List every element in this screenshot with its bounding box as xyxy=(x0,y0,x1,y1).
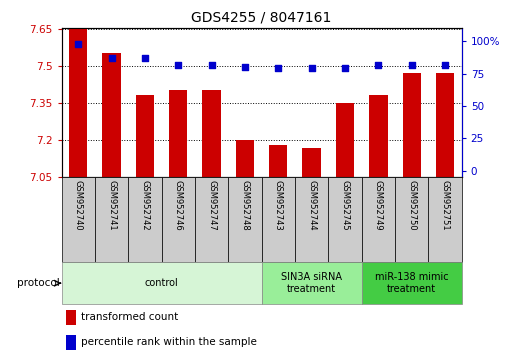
Bar xyxy=(328,177,362,262)
Point xyxy=(374,62,382,67)
Bar xyxy=(169,90,187,177)
Text: GSM952748: GSM952748 xyxy=(241,179,249,230)
Bar xyxy=(336,103,354,177)
Text: GSM952745: GSM952745 xyxy=(341,179,349,230)
Point xyxy=(141,55,149,61)
Point xyxy=(274,65,282,71)
Text: GSM952750: GSM952750 xyxy=(407,179,416,230)
Bar xyxy=(303,148,321,177)
Bar xyxy=(228,177,262,262)
Bar xyxy=(69,29,87,177)
Text: GSM952747: GSM952747 xyxy=(207,179,216,230)
Point xyxy=(207,62,215,67)
Text: GSM952744: GSM952744 xyxy=(307,179,316,230)
Bar xyxy=(236,140,254,177)
Text: control: control xyxy=(145,278,179,288)
Bar xyxy=(262,177,295,262)
Text: GSM952746: GSM952746 xyxy=(174,179,183,230)
Bar xyxy=(262,262,362,304)
Bar xyxy=(362,177,395,262)
Bar xyxy=(162,177,195,262)
Point xyxy=(341,65,349,71)
Point xyxy=(74,41,82,47)
Point xyxy=(107,55,115,61)
Bar xyxy=(395,177,428,262)
Bar xyxy=(436,73,454,177)
Bar xyxy=(62,262,262,304)
Bar xyxy=(362,262,462,304)
Point xyxy=(407,62,416,67)
Point xyxy=(441,62,449,67)
Text: GSM952740: GSM952740 xyxy=(74,179,83,230)
Text: transformed count: transformed count xyxy=(81,312,178,322)
Bar xyxy=(103,53,121,177)
Bar xyxy=(403,73,421,177)
Point xyxy=(241,64,249,70)
Point xyxy=(174,62,182,67)
Bar xyxy=(195,177,228,262)
Text: GSM952743: GSM952743 xyxy=(274,179,283,230)
Point xyxy=(307,65,315,71)
Bar xyxy=(66,310,75,325)
Text: GSM952741: GSM952741 xyxy=(107,179,116,230)
Bar xyxy=(128,177,162,262)
Bar xyxy=(95,177,128,262)
Text: SIN3A siRNA
treatment: SIN3A siRNA treatment xyxy=(281,272,342,294)
Bar xyxy=(269,145,287,177)
Text: miR-138 mimic
treatment: miR-138 mimic treatment xyxy=(375,272,448,294)
Text: protocol: protocol xyxy=(17,278,60,288)
Bar xyxy=(428,177,462,262)
Text: GSM952749: GSM952749 xyxy=(374,179,383,230)
Bar xyxy=(66,335,75,349)
Bar xyxy=(136,95,154,177)
Bar xyxy=(203,90,221,177)
Bar xyxy=(369,95,387,177)
Text: percentile rank within the sample: percentile rank within the sample xyxy=(81,337,256,347)
Bar xyxy=(295,177,328,262)
Text: GSM952742: GSM952742 xyxy=(141,179,149,230)
Text: GSM952751: GSM952751 xyxy=(441,179,449,230)
Title: GDS4255 / 8047161: GDS4255 / 8047161 xyxy=(191,10,332,24)
Bar xyxy=(62,177,95,262)
